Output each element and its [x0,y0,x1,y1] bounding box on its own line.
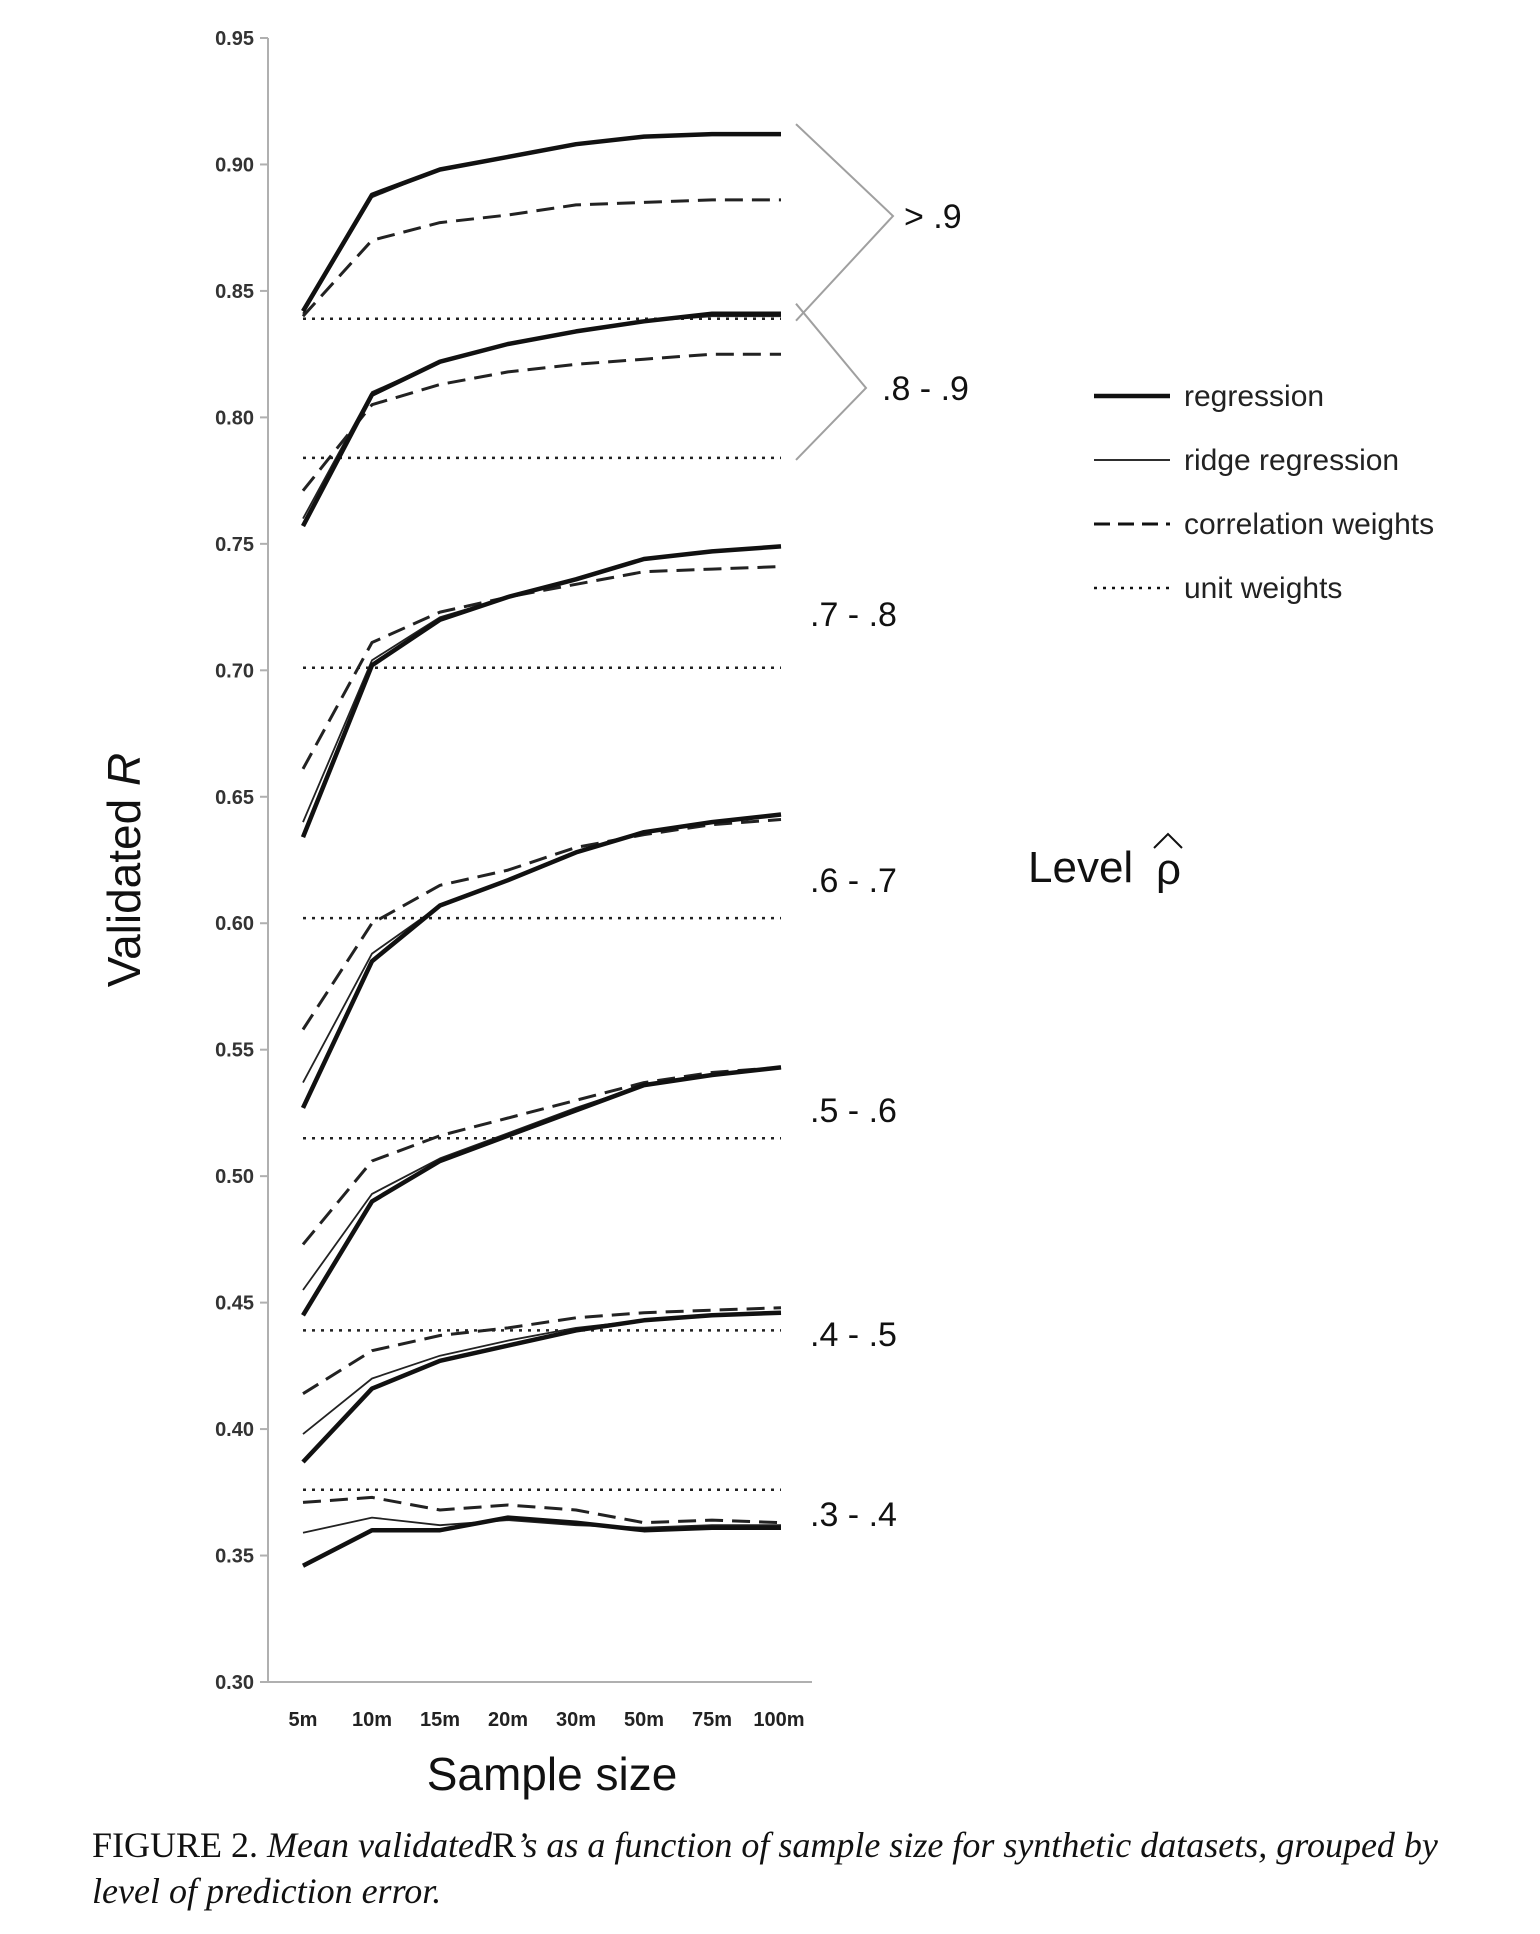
x-tick-label: 20m [488,1709,528,1731]
legend-label: unit weights [1184,572,1342,605]
group-label: .8 - .9 [882,370,969,408]
axes: 0.30 0.35 0.40 0.45 0.50 0.55 0.60 0.65 0.70 0.75… [215,28,812,1731]
series-lines [300,131,782,1568]
correlation-weights-line [301,1065,782,1246]
ridge-regression-line [302,813,782,1084]
legend: regression ridge regression correlation we… [1094,380,1434,605]
regression-line [301,1310,782,1464]
y-tick-label: 0.30 [215,1672,254,1694]
caption-text-1: Mean validated [267,1825,492,1865]
group-bracket [795,123,895,322]
legend-label: regression [1184,380,1324,413]
legend-label: correlation weights [1184,508,1434,541]
regression-line [301,1065,782,1317]
caption-text-2: R [491,1825,516,1865]
ridge-regression-line [302,315,781,520]
y-tick-label: 0.90 [215,154,254,176]
y-tick-label: 0.60 [215,913,254,935]
ridge-regression-line [302,133,781,315]
group-label: .3 - .4 [810,1496,897,1534]
group-labels: > .9 .8 - .9 .7 - .8 .6 - .7 .5 - .6 .4 - .5.… [810,198,969,1534]
legend-label: ridge regression [1184,444,1399,477]
y-axis-title: Validated R [98,753,150,987]
x-tick-label: 75m [692,1709,732,1731]
regression-line [300,544,782,839]
hat-icon [1153,832,1183,849]
caption-figure-label: FIGURE 2. [92,1825,259,1865]
group-bracket [795,303,868,461]
correlation-weights-line [301,352,781,492]
unit-weights-lines [303,317,781,1492]
ridge-regression-line [302,1066,782,1291]
y-tick-label: 0.65 [215,787,254,809]
correlation-weights-line [302,1306,782,1395]
y-tick-label: 0.80 [215,407,254,429]
correlation-weights-line [301,198,781,318]
y-tick-label: 0.35 [215,1546,254,1568]
figure-caption: FIGURE 2. Mean validatedR’s as a functio… [92,1822,1512,1914]
group-label: .5 - .6 [810,1092,897,1130]
regression-line [301,311,781,528]
x-tick-label: 30m [556,1709,596,1731]
chart: 0.30 0.35 0.40 0.45 0.50 0.55 0.60 0.65 0.70 0.75… [98,28,1434,1800]
x-tick-label: 10m [352,1709,392,1731]
svg-text:Level: Level [1028,843,1133,892]
regression-line [301,131,781,313]
group-label: .4 - .5 [810,1316,897,1354]
svg-text:ρ: ρ [1156,845,1181,894]
y-tick-label: 0.40 [215,1419,254,1441]
y-tick-label: 0.70 [215,660,254,682]
x-tick-label: 5m [289,1709,318,1731]
y-tick-label: 0.55 [215,1040,254,1062]
group-label: > .9 [904,198,962,236]
y-tick-label: 0.85 [215,281,254,303]
y-tick-label: 0.50 [215,1166,254,1188]
x-tick-label: 15m [420,1709,460,1731]
y-axis-title-main: Validated [98,786,150,987]
group-label: .6 - .7 [810,862,897,900]
ridge-regression-line [302,1516,781,1534]
y-axis-title-symbol: R [98,753,150,786]
x-tick-label: 100m [753,1709,804,1731]
group-brackets [795,123,895,461]
y-tick-label: 0.45 [215,1293,254,1315]
y-tick-label: 0.75 [215,534,254,556]
correlation-weights-line [301,818,782,1031]
group-label: .7 - .8 [810,596,897,634]
legend-level-title: Level ρ [1028,832,1183,894]
regression-line [301,1515,781,1568]
x-tick-label: 50m [624,1709,664,1731]
y-tick-label: 0.95 [215,28,254,50]
caption-text-3: ’s as a function of sample size for synt… [92,1825,1438,1911]
x-axis-title: Sample size [427,1748,678,1800]
regression-line [300,812,782,1109]
